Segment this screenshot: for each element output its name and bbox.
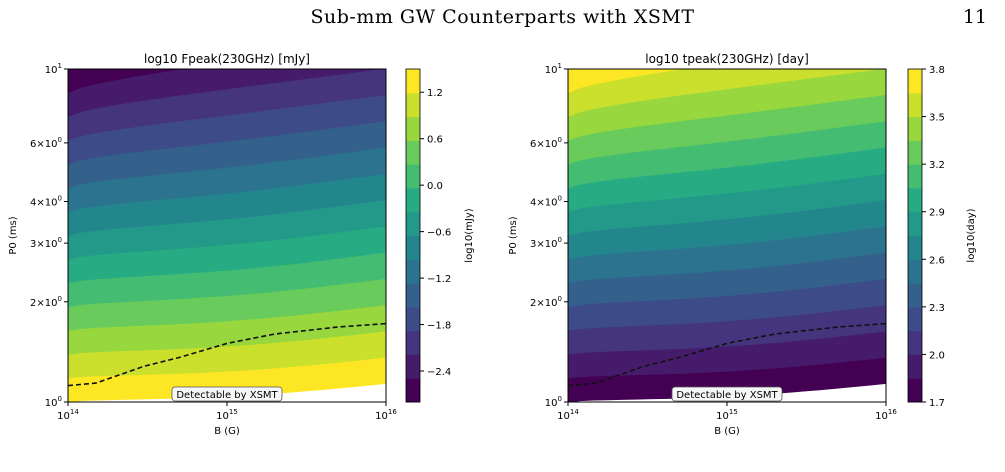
x-axis-label: B (G) <box>714 426 740 437</box>
detectability-curve <box>67 322 387 387</box>
colorbar-band <box>406 164 420 189</box>
colorbar-frame <box>405 68 421 403</box>
colorbar-band <box>406 69 420 94</box>
colorbar-tick-label: −1.8 <box>427 321 451 332</box>
colorbar-band <box>406 92 420 118</box>
colorbar-band <box>406 306 420 332</box>
y-tick-label: 2×100 <box>530 295 562 309</box>
y-tick-label: 4×100 <box>530 195 562 209</box>
y-tick-label: 3×100 <box>530 236 562 250</box>
colorbar-band <box>908 235 922 260</box>
colorbar-tick-label: 3.5 <box>929 113 945 124</box>
y-tick-label: 6×100 <box>530 136 562 150</box>
contour-fill <box>568 69 886 402</box>
colorbar-band <box>908 211 922 236</box>
y-tick-label: 100 <box>45 395 62 409</box>
colorbar-tick-label: 2.9 <box>929 208 945 219</box>
colorbar-tick-label: 3.8 <box>929 65 945 76</box>
page-number: 11 <box>962 6 987 28</box>
colorbar-band <box>406 378 420 403</box>
annotation-box <box>671 386 783 402</box>
colorbar-band <box>406 354 420 379</box>
colorbar-band <box>406 140 420 165</box>
colorbar-tick-label: 2.0 <box>929 350 945 361</box>
colorbar-band <box>908 330 922 355</box>
colorbar-band <box>908 140 922 165</box>
x-tick-label: 1014 <box>57 408 79 422</box>
y-tick-label: 101 <box>545 62 562 76</box>
colorbar-tick-label: −0.6 <box>427 228 451 239</box>
colorbar-band <box>406 283 420 308</box>
y-axis-label: P0 (ms) <box>508 216 519 254</box>
y-tick-label: 6×100 <box>30 136 62 150</box>
colorbar-band <box>908 92 922 118</box>
colorbar: 3.8 3.5 3.2 2.9 2.6 2.3 2.0 1.7 log10(day) <box>907 65 977 409</box>
colorbar-tick-label: 0.6 <box>427 135 443 146</box>
x-axis-label: B (G) <box>214 426 240 437</box>
y-tick-label: 2×100 <box>30 295 62 309</box>
colorbar-band <box>908 116 922 141</box>
colorbar-frame <box>907 68 923 403</box>
detectable-annotation: Detectable by XSMT <box>676 390 778 401</box>
chart-title: log10 Fpeak(230GHz) [mJy] <box>144 52 310 66</box>
y-tick-label: 101 <box>45 62 62 76</box>
chart-title: log10 tpeak(230GHz) [day] <box>645 52 809 66</box>
running-head: Sub-mm GW Counterparts with XSMT <box>310 6 695 28</box>
colorbar-tick-label: 1.2 <box>427 88 443 99</box>
contour-band <box>568 69 685 94</box>
colorbar-band <box>406 235 420 260</box>
colorbar-band <box>406 259 420 284</box>
colorbar-band <box>908 259 922 284</box>
colorbar-tick-label: 0.0 <box>427 181 443 192</box>
x-tick-label: 1015 <box>216 408 238 422</box>
contour-band <box>68 69 185 94</box>
colorbar-label: log10(mJy) <box>464 208 475 262</box>
colorbar-band <box>908 306 922 332</box>
colorbar-band <box>908 354 922 379</box>
y-tick-label: 3×100 <box>30 236 62 250</box>
colorbar-band <box>406 116 420 141</box>
detectable-annotation: Detectable by XSMT <box>176 390 278 401</box>
colorbar-band <box>406 187 420 213</box>
colorbar-label: log10(day) <box>966 208 977 262</box>
colorbar-band <box>908 164 922 189</box>
x-tick-label: 1016 <box>375 408 397 422</box>
colorbar-tick-label: 2.3 <box>929 303 945 314</box>
colorbar: 1.2 0.6 0.0 −0.6 −1.2 −1.8 −2.4 log10(mJy) <box>405 68 475 403</box>
x-tick-label: 1014 <box>557 408 579 422</box>
colorbar-band <box>908 69 922 94</box>
colorbar-band <box>908 283 922 308</box>
colorbar-band <box>908 187 922 213</box>
chart-panel-1: Detectable by XSMT log10 Fpeak(230GHz) [m… <box>8 52 475 437</box>
colorbar-tick-label: −1.2 <box>427 274 451 285</box>
y-tick-label: 4×100 <box>30 195 62 209</box>
y-tick-label: 100 <box>545 395 562 409</box>
detectability-curve <box>567 322 887 387</box>
y-axis-label: P0 (ms) <box>8 216 19 254</box>
x-tick-label: 1016 <box>875 408 897 422</box>
colorbar-tick-label: −2.4 <box>427 367 451 378</box>
colorbar-tick-label: 1.7 <box>929 398 945 409</box>
colorbar-band <box>406 330 420 355</box>
chart-panel-2: Detectable by XSMT log10 tpeak(230GHz) [d… <box>508 52 977 437</box>
x-tick-label: 1015 <box>716 408 738 422</box>
colorbar-band <box>406 211 420 236</box>
annotation-box <box>171 386 283 402</box>
contour-fill <box>68 69 386 402</box>
colorbar-tick-label: 2.6 <box>929 255 945 266</box>
colorbar-tick-label: 3.2 <box>929 160 945 171</box>
colorbar-band <box>908 378 922 403</box>
